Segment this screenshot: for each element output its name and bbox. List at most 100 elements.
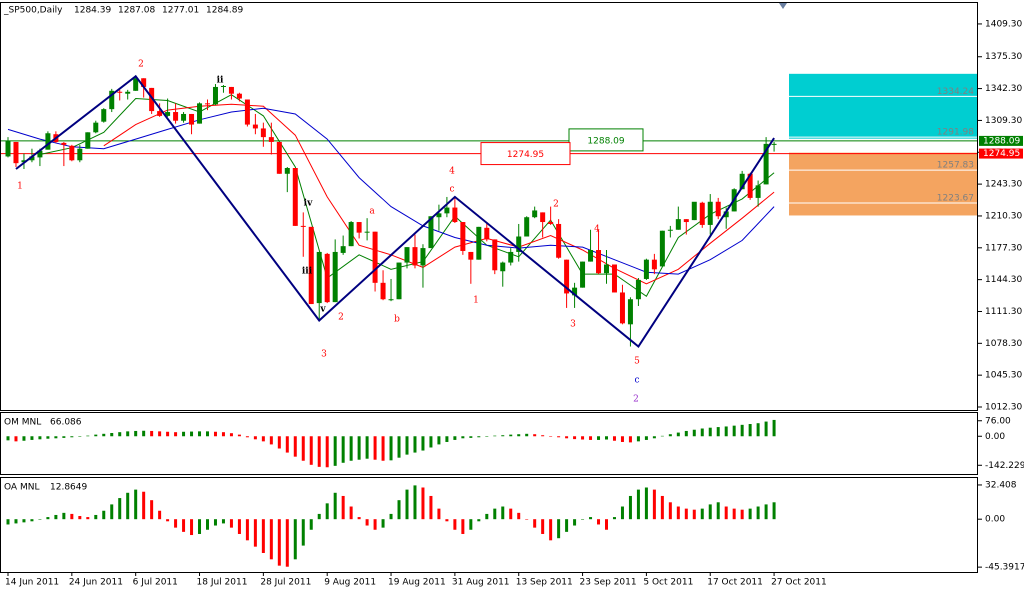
candle-body: [244, 99, 250, 125]
candle-body: [492, 239, 498, 271]
candle-body: [667, 229, 673, 231]
histogram-bar: [301, 519, 305, 546]
histogram-bar: [150, 430, 154, 437]
histogram-bar: [38, 519, 42, 520]
histogram-bar: [253, 436, 257, 440]
candle-body: [548, 222, 554, 224]
candle-body: [228, 86, 234, 94]
candle-body: [276, 141, 282, 174]
wave-label: 1: [17, 182, 23, 192]
y-tick-label: 1409.30: [985, 19, 1022, 29]
histogram-bar: [134, 430, 138, 437]
histogram-bar: [501, 506, 505, 520]
zone: [789, 152, 978, 216]
shift-marker: [779, 3, 787, 9]
histogram-bar: [748, 508, 752, 520]
histogram-bar: [150, 500, 154, 520]
histogram-bar: [110, 504, 114, 520]
histogram-bar: [684, 430, 688, 437]
y-tick-label: 1243.30: [985, 180, 1022, 190]
histogram-bar: [517, 434, 521, 437]
candle-body: [627, 299, 633, 325]
candle-body: [93, 122, 99, 133]
candle-body: [85, 132, 91, 149]
histogram-bar: [660, 495, 664, 520]
histogram-bar: [605, 436, 608, 440]
y-tick-label: 1144.30: [985, 275, 1022, 285]
candle-body: [683, 219, 689, 223]
histogram-bar: [413, 436, 417, 453]
histogram-bar: [732, 425, 736, 437]
histogram-bar: [700, 428, 704, 437]
histogram-bar: [740, 509, 744, 520]
histogram-bar: [118, 432, 122, 437]
histogram-bar: [772, 502, 776, 520]
y-tick-label: 1309.30: [985, 116, 1022, 126]
candle-body: [516, 236, 522, 252]
histogram-bar: [589, 436, 593, 440]
histogram-bar: [565, 519, 569, 532]
candle-body: [436, 213, 442, 218]
wave-label: c: [634, 376, 639, 386]
histogram-bar: [333, 492, 337, 520]
histogram-bar: [293, 519, 297, 560]
x-tick-label: 19 Aug 2011: [388, 578, 446, 588]
candle-body: [604, 264, 609, 274]
y-tick-label: 1012.30: [985, 403, 1022, 413]
histogram-bar: [493, 508, 497, 520]
histogram-bar: [413, 485, 417, 520]
ohlc-readout: 1277.01: [162, 6, 199, 16]
histogram-bar: [78, 436, 82, 437]
histogram-bar: [261, 436, 265, 442]
candle-body: [540, 212, 546, 223]
histogram-bar: [636, 489, 640, 520]
histogram-bar: [716, 502, 720, 520]
y-tick-label: 1078.30: [985, 339, 1022, 349]
candle-body: [117, 91, 123, 93]
candle-body: [165, 112, 171, 116]
candle-body: [564, 259, 570, 294]
candle-body: [29, 156, 35, 161]
histogram-bar: [724, 506, 728, 520]
histogram-bar: [469, 436, 473, 438]
histogram-bar: [445, 436, 449, 442]
histogram-bar: [493, 435, 497, 437]
histogram-bar: [485, 436, 489, 437]
histogram-bar: [285, 519, 289, 567]
histogram-bar: [86, 435, 90, 437]
wave-label: a: [369, 207, 375, 217]
histogram-bar: [229, 433, 233, 437]
y-tick-label: 1342.30: [985, 84, 1022, 94]
histogram-bar: [549, 519, 553, 541]
histogram-bar: [477, 436, 481, 438]
histogram-bar: [365, 436, 369, 459]
candle-body: [572, 287, 578, 296]
histogram-bar: [198, 519, 202, 534]
histogram-bar: [628, 436, 632, 443]
candle-body: [340, 246, 346, 253]
histogram-bar: [309, 436, 313, 465]
level-box-label: 1274.95: [507, 150, 544, 160]
histogram-bar: [429, 495, 433, 520]
candle-body: [532, 210, 538, 218]
zone: [789, 73, 978, 139]
histogram-bar: [469, 519, 473, 530]
indicator-name: OA MNL: [4, 483, 39, 493]
candle-body: [197, 103, 203, 124]
histogram-bar: [182, 519, 186, 532]
histogram-bar: [293, 436, 297, 457]
histogram-bar: [213, 431, 217, 437]
histogram-bar: [229, 519, 233, 528]
histogram-bar: [325, 503, 329, 520]
candle-body: [284, 168, 290, 174]
candle-body: [332, 251, 338, 303]
histogram-bar: [453, 436, 457, 440]
histogram-bar: [581, 519, 585, 520]
histogram-bar: [565, 436, 569, 439]
candle-body: [236, 93, 242, 99]
histogram-bar: [612, 436, 616, 441]
histogram-bar: [317, 513, 321, 520]
candle-body: [396, 262, 402, 300]
histogram-bar: [70, 513, 74, 520]
candle-body: [691, 201, 697, 221]
